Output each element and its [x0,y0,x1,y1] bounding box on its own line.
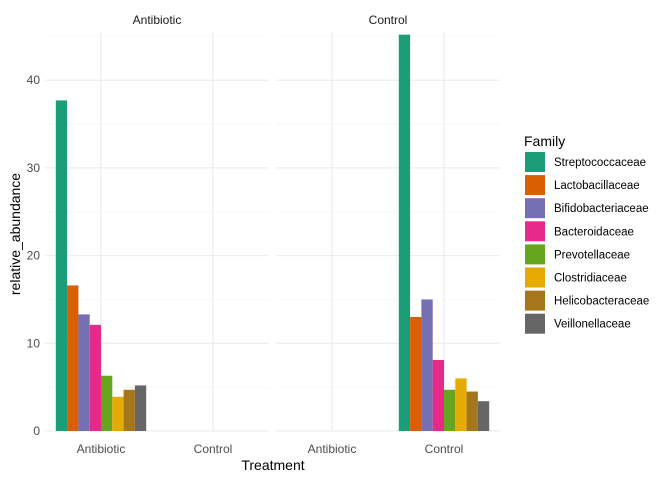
x-tick-label: Antibiotic [308,442,357,456]
x-tick-label: Control [425,442,464,456]
bar-clostridiaceae [112,396,124,431]
legend-item: Prevotellaceae [525,244,630,265]
legend-label: Prevotellaceae [554,249,630,261]
bar-helicobacteraceae [466,391,478,431]
x-tick-label: Antibiotic [77,442,126,456]
y-tick-label: 0 [33,424,40,438]
bar-prevotellaceae [444,389,456,431]
legend-swatch [525,175,545,196]
legend-title: Family [524,133,565,149]
y-axis: 0 10 20 30 40 [27,73,41,438]
facet-panel-control: Control Antibiotic Control [276,13,500,456]
bar-clostridiaceae [455,378,467,431]
legend-label: Clostridiaceae [554,273,627,285]
legend-item: Bacteroidaceae [525,221,634,242]
legend-swatch [525,267,545,288]
bar-lactobacillaceae [410,317,422,431]
bar-bacteroidaceae [432,359,444,431]
bar-streptococcaceae [398,34,411,431]
bar-helicobacteraceae [123,389,135,431]
legend-label: Helicobacteraceae [554,296,649,308]
bar-bifidobacteriaceae [78,314,90,431]
legend-item: Veillonellaceae [525,313,631,334]
facet-panel-antibiotic: Antibiotic Antibiotic Control [45,13,269,456]
facet-strip-label: Antibiotic [133,13,182,27]
legend-label: Lactobacillaceae [554,180,640,192]
legend-item: Bifidobacteriaceae [525,198,649,219]
legend-swatch [525,221,545,242]
legend-label: Streptococcaceae [554,157,646,169]
legend-swatch [525,290,545,311]
legend-item: Streptococcaceae [525,152,646,172]
facet-strip-label: Control [369,13,408,27]
legend-label: Bacteroidaceae [554,226,634,238]
legend-item: Helicobacteraceae [525,290,649,311]
bar-streptococcaceae [55,100,68,432]
legend-label: Bifidobacteriaceae [554,203,649,215]
bar-bifidobacteriaceae [421,299,433,431]
legend-swatch [525,244,545,265]
legend-swatch [525,313,545,334]
y-tick-label: 40 [27,73,41,87]
legend-swatch [525,152,545,172]
legend: Family Streptococcaceae Lactobacillaceae B… [524,133,649,334]
legend-label: Veillonellaceae [554,319,631,331]
legend-swatch [525,198,545,219]
y-axis-title: relative_abundance [7,173,23,295]
x-axis-title: Treatment [241,457,304,473]
y-tick-label: 30 [27,161,41,175]
bar-veillonellaceae [134,385,147,431]
bar-bacteroidaceae [89,324,101,431]
bar-lactobacillaceae [67,285,79,431]
bar-veillonellaceae [477,401,490,431]
legend-item: Lactobacillaceae [525,175,640,196]
x-tick-label: Control [194,442,233,456]
y-tick-label: 10 [27,336,41,350]
bar-prevotellaceae [101,375,113,431]
y-tick-label: 20 [27,249,41,263]
legend-item: Clostridiaceae [525,267,627,288]
